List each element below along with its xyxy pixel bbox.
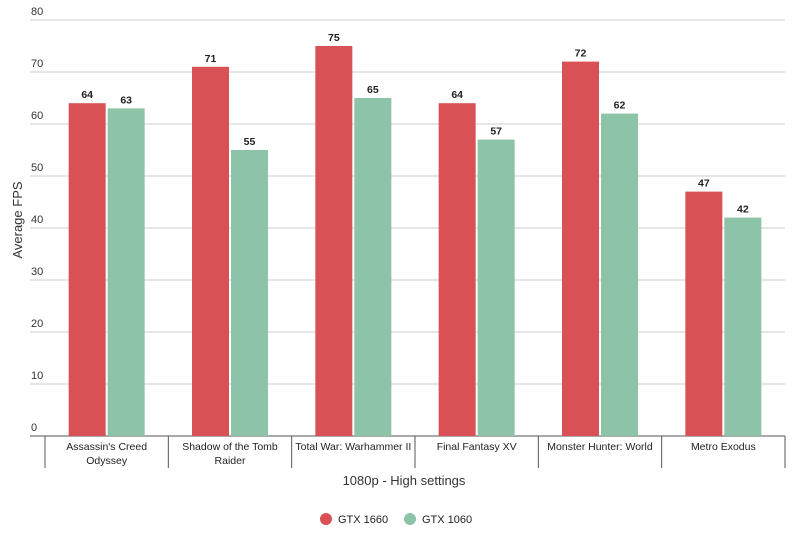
data-label: 63 [120, 94, 132, 106]
data-label: 55 [244, 136, 256, 148]
data-label: 47 [698, 178, 710, 190]
y-tick-label: 20 [31, 318, 43, 330]
y-tick-label: 10 [31, 370, 43, 382]
category-label: Total War: Warhammer II [295, 441, 411, 453]
data-label: 62 [614, 100, 626, 112]
legend-label: GTX 1660 [338, 514, 388, 526]
y-tick-label: 60 [31, 110, 43, 122]
category-label: Shadow of the Tomb [182, 441, 278, 453]
bar [231, 150, 268, 436]
category-label: Metro Exodus [691, 441, 756, 453]
legend-label: GTX 1060 [422, 514, 472, 526]
bar [354, 98, 392, 436]
data-label: 64 [81, 89, 93, 101]
bar [315, 46, 353, 436]
category-label: Monster Hunter: World [547, 441, 653, 453]
y-tick-label: 30 [31, 266, 43, 278]
data-label: 72 [575, 48, 587, 60]
data-labels: 64 63 71 55 75 65 64 57 72 62 47 42 [81, 32, 749, 216]
category-label: Raider [215, 455, 246, 467]
bar [685, 191, 723, 436]
bar [601, 113, 638, 436]
gridlines [30, 19, 785, 437]
y-tick-label: 0 [31, 422, 37, 434]
x-axis-title: 1080p - High settings [343, 473, 466, 488]
bar [438, 103, 476, 436]
data-label: 57 [490, 126, 502, 138]
legend-swatch [320, 513, 332, 525]
y-tick-label: 80 [31, 6, 43, 18]
category-label: Final Fantasy XV [437, 441, 517, 453]
category-label: Odyssey [86, 455, 128, 467]
bars [68, 46, 762, 437]
bar [68, 103, 106, 436]
data-label: 64 [451, 89, 463, 101]
bar [724, 217, 762, 436]
legend: GTX 1660 GTX 1060 [320, 513, 472, 526]
data-label: 65 [367, 84, 379, 96]
y-tick-label: 70 [31, 58, 43, 70]
bar [107, 108, 145, 437]
data-label: 42 [737, 204, 749, 216]
y-tick-label: 50 [31, 162, 43, 174]
y-axis-title: Average FPS [10, 181, 25, 258]
bar [477, 139, 515, 436]
legend-swatch [404, 513, 416, 525]
category-label: Assassin's Creed [66, 441, 147, 453]
x-axis: Assassin's Creed Odyssey Shadow of the Tom… [44, 436, 786, 468]
data-label: 71 [205, 53, 217, 65]
data-label: 75 [328, 32, 340, 44]
bar [192, 66, 229, 437]
y-tick-label: 40 [31, 214, 43, 226]
y-axis-ticks: 0 10 20 30 40 50 60 70 80 [31, 6, 43, 434]
bar [562, 61, 599, 436]
